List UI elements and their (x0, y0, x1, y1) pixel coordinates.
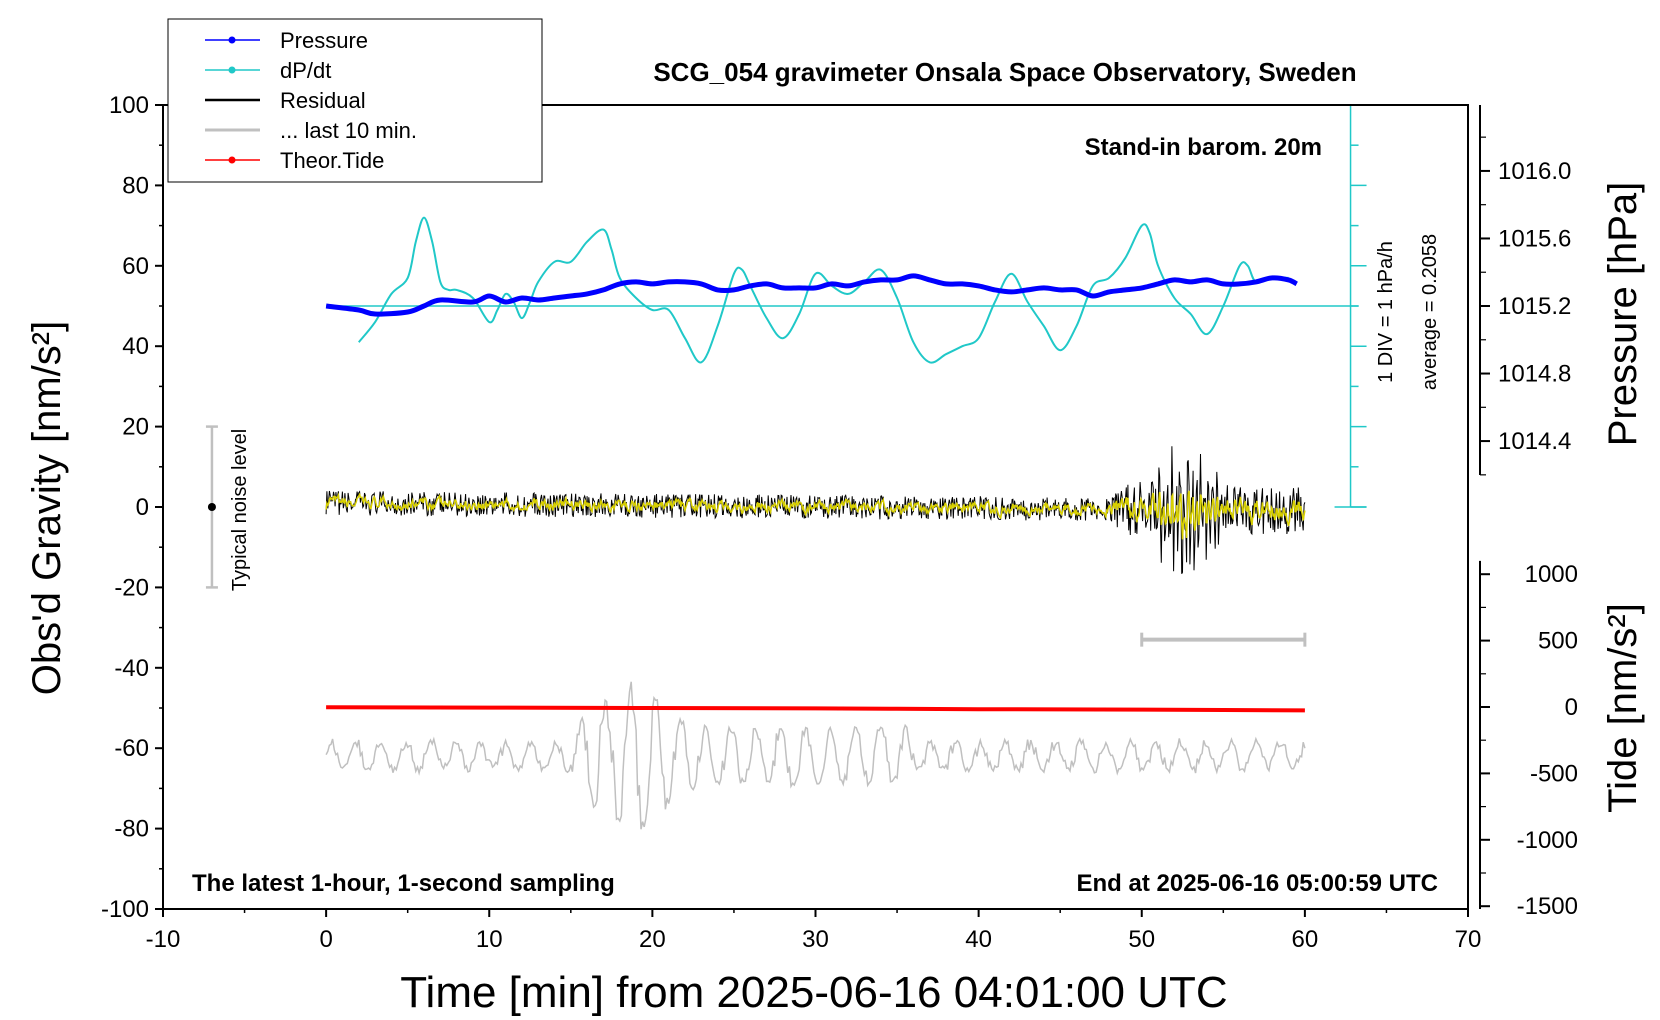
y-tick-label: 100 (109, 92, 149, 119)
legend-label: ... last 10 min. (280, 118, 417, 143)
y-axis-label: Obs'd Gravity [nm/s²] (25, 321, 69, 695)
noise-center-dot (207, 503, 216, 511)
x-axis-label: Time [min] from 2025-06-16 04:01:00 UTC (400, 968, 1227, 1017)
pressure-axis-label: Pressure [hPa] (1601, 182, 1645, 447)
series-last10-line (325, 681, 1306, 830)
x-tick-label: 70 (1455, 926, 1482, 953)
noise-level-label: Typical noise level (229, 429, 251, 591)
tide-tick-label: 500 (1538, 628, 1578, 655)
tide-tick-label: 1000 (1525, 561, 1578, 588)
x-tick-label: 40 (965, 926, 992, 953)
chart-title: SCG_054 gravimeter Onsala Space Observat… (653, 57, 1356, 87)
tide-axis-label: Tide [nm/s²] (1601, 603, 1645, 813)
y-tick-label: 80 (122, 172, 149, 199)
pressure-tick-label: 1015.2 (1498, 293, 1571, 320)
legend: Pressure dP/dt Residual ... last 10 min. The… (167, 18, 543, 183)
x-tick-label: 60 (1292, 926, 1319, 953)
legend-label: Residual (280, 88, 366, 113)
y-tick-label: 60 (122, 253, 149, 280)
pressure-tick-label: 1015.6 (1498, 225, 1571, 252)
y-tick-label: -20 (114, 574, 149, 601)
legend-marker (228, 156, 236, 164)
x-tick-label: -10 (146, 926, 181, 953)
y-tick-label: -100 (101, 896, 149, 923)
pressure-tick-label: 1016.0 (1498, 158, 1571, 185)
x-tick-label: 30 (802, 926, 829, 953)
tide-tick-label: -500 (1530, 760, 1578, 787)
end-time-note: End at 2025-06-16 05:00:59 UTC (1077, 870, 1439, 897)
tide-tick-label: -1000 (1517, 827, 1578, 854)
sampling-note: The latest 1-hour, 1-second sampling (192, 870, 615, 897)
pressure-tick-label: 1014.8 (1498, 361, 1571, 388)
series-pressure-line (325, 273, 1298, 317)
y-tick-label: 0 (136, 494, 149, 521)
div-note: 1 DIV = 1 hPa/h (1375, 241, 1397, 383)
legend-label: Theor.Tide (280, 148, 384, 173)
legend-marker (228, 36, 236, 44)
series-tide-line (326, 705, 1305, 713)
barometer-note: Stand-in barom. 20m (1085, 134, 1322, 161)
legend-label: Pressure (280, 28, 368, 53)
x-tick-label: 20 (639, 926, 666, 953)
x-tick-label: 10 (476, 926, 503, 953)
y-tick-label: 40 (122, 333, 149, 360)
pressure-tick-label: 1014.4 (1498, 428, 1571, 455)
x-tick-label: 0 (319, 926, 332, 953)
y-tick-label: -80 (114, 816, 149, 843)
series-dpdt-line (358, 216, 1289, 364)
tide-tick-label: 0 (1565, 694, 1578, 721)
y-tick-label: 20 (122, 414, 149, 441)
average-note: average = 0.2058 (1419, 234, 1441, 390)
y-tick-label: -60 (114, 735, 149, 762)
series-residual-filtered-line (325, 490, 1306, 540)
legend-marker (228, 66, 236, 74)
x-tick-label: 50 (1128, 926, 1155, 953)
tide-tick-label: -1500 (1517, 893, 1578, 920)
legend-label: dP/dt (280, 58, 331, 83)
axes-layer: -10 0 10 20 30 40 50 60 70-100-80-60-40-20020406… (101, 92, 1578, 953)
series-layer (205, 104, 1367, 830)
y-tick-label: -40 (114, 655, 149, 682)
